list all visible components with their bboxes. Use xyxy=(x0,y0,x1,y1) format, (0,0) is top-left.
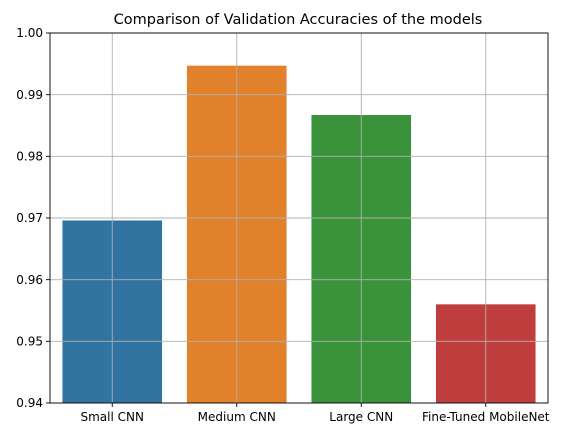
chart-title: Comparison of Validation Accuracies of t… xyxy=(114,12,483,28)
y-tick-label: 0.96 xyxy=(16,273,43,287)
y-tick-label: 0.99 xyxy=(16,88,43,102)
y-tick-label: 0.97 xyxy=(16,211,43,225)
x-tick-label: Small CNN xyxy=(81,410,144,424)
x-tick-label: Medium CNN xyxy=(198,410,276,424)
y-tick-label: 0.95 xyxy=(16,335,43,349)
y-tick-label: 1.00 xyxy=(16,26,43,40)
bars xyxy=(62,65,536,404)
y-tick-label: 0.98 xyxy=(16,150,43,164)
x-tick-label: Large CNN xyxy=(329,410,393,424)
x-axis: Small CNN Medium CNN Large CNN Fine-Tuned M… xyxy=(81,403,550,424)
y-axis: 0.94 0.95 0.96 0.97 0.98 0.99 1.00 xyxy=(16,26,50,410)
x-tick-label: Fine-Tuned MobileNet xyxy=(422,410,550,424)
y-tick-label: 0.94 xyxy=(16,396,43,410)
